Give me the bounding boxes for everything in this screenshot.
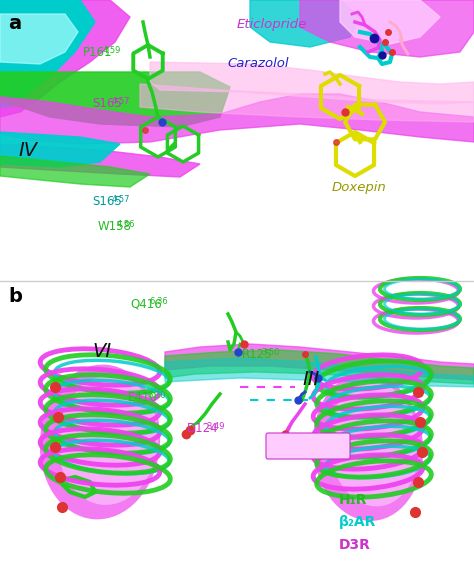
Polygon shape xyxy=(165,358,474,387)
Polygon shape xyxy=(0,132,120,167)
Text: E410: E410 xyxy=(128,391,158,404)
Text: IV: IV xyxy=(19,141,38,160)
Ellipse shape xyxy=(58,375,158,505)
Text: D3R: D3R xyxy=(339,538,371,552)
Text: b: b xyxy=(9,287,22,306)
Text: β₂AR: β₂AR xyxy=(339,515,376,529)
Text: R125: R125 xyxy=(242,348,272,361)
Text: Eticlopride: Eticlopride xyxy=(237,18,307,31)
Polygon shape xyxy=(0,0,130,117)
Polygon shape xyxy=(140,84,474,122)
Text: Q416: Q416 xyxy=(130,297,162,310)
Text: W158: W158 xyxy=(97,220,131,233)
Text: 6.36: 6.36 xyxy=(150,297,168,306)
Text: 4.56: 4.56 xyxy=(117,220,135,229)
Polygon shape xyxy=(0,94,474,144)
Polygon shape xyxy=(300,0,474,57)
Polygon shape xyxy=(0,281,474,562)
Text: Carazolol: Carazolol xyxy=(228,57,289,70)
Polygon shape xyxy=(0,72,230,127)
Ellipse shape xyxy=(40,365,160,519)
FancyBboxPatch shape xyxy=(266,433,350,459)
Text: 3.50: 3.50 xyxy=(261,348,280,357)
Text: Doxepin: Doxepin xyxy=(332,181,387,194)
Text: H₁R: H₁R xyxy=(339,493,367,507)
Polygon shape xyxy=(250,0,360,47)
Text: III: III xyxy=(302,370,319,389)
Text: D124: D124 xyxy=(187,423,219,436)
Text: S165: S165 xyxy=(92,97,122,110)
Text: S165: S165 xyxy=(92,195,122,208)
Ellipse shape xyxy=(313,373,423,521)
Polygon shape xyxy=(0,0,95,107)
Text: 4.57: 4.57 xyxy=(112,195,130,204)
Polygon shape xyxy=(340,0,440,44)
Polygon shape xyxy=(165,350,474,384)
Text: 6.30: 6.30 xyxy=(147,391,166,400)
Text: VI: VI xyxy=(92,342,111,361)
Polygon shape xyxy=(0,14,78,64)
Polygon shape xyxy=(165,344,474,380)
Polygon shape xyxy=(0,156,150,187)
Ellipse shape xyxy=(329,382,419,506)
Text: a: a xyxy=(9,14,22,33)
Polygon shape xyxy=(0,0,474,281)
Text: P161: P161 xyxy=(83,46,112,59)
Text: 3.49: 3.49 xyxy=(207,423,225,432)
Polygon shape xyxy=(150,62,474,104)
Text: 4.59: 4.59 xyxy=(102,46,120,55)
Polygon shape xyxy=(0,144,200,177)
Text: 4.57: 4.57 xyxy=(112,97,130,106)
